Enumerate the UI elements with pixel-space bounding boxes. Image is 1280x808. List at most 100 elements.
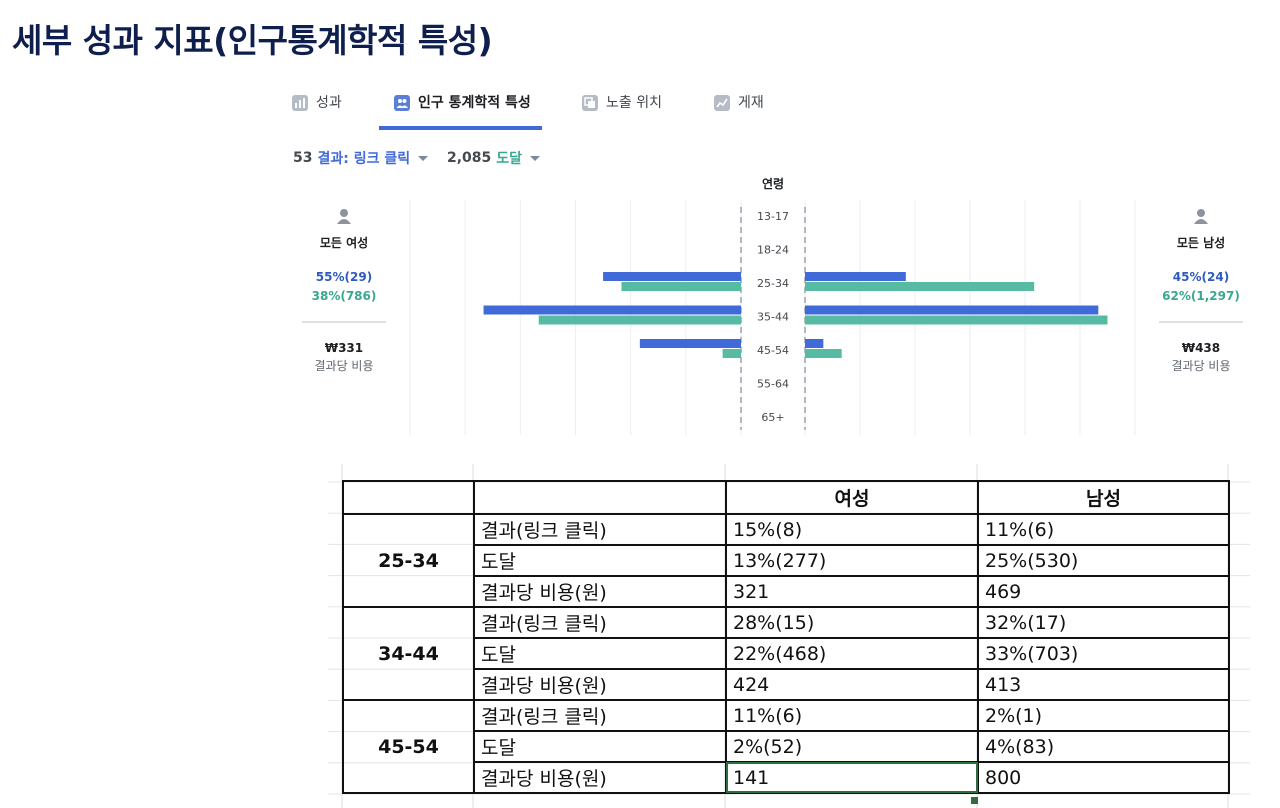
bar-left-results[interactable] bbox=[603, 272, 741, 281]
bar-right-results[interactable] bbox=[805, 272, 906, 281]
tab-placement[interactable]: 노출 위치 bbox=[582, 92, 662, 130]
male-person-icon bbox=[1194, 209, 1208, 224]
table-row: 결과당 비용(원) 141 800 bbox=[343, 761, 1230, 794]
female-value-cell[interactable]: 141 bbox=[725, 761, 979, 794]
demographics-table: 여성 남성 25-34 결과(링크 클릭) 15%(8) 11%(6) 도달 13%(27… bbox=[342, 480, 1230, 794]
female-value-cell[interactable]: 11%(6) bbox=[725, 699, 979, 732]
metric-cell[interactable]: 결과당 비용(원) bbox=[473, 761, 727, 794]
header-female[interactable]: 여성 bbox=[725, 480, 979, 515]
divider bbox=[1159, 321, 1243, 323]
female-label: 모든 여성 bbox=[319, 236, 369, 250]
bar-right-reach[interactable] bbox=[805, 282, 1035, 291]
reach-metric-dropdown[interactable]: 2,085 도달 bbox=[447, 148, 541, 168]
bar-right-reach[interactable] bbox=[805, 349, 842, 358]
results-metric-dropdown[interactable]: 53 결과: 링크 클릭 bbox=[293, 148, 429, 168]
age-tick-label: 45-54 bbox=[757, 344, 789, 357]
age-tick-label: 35-44 bbox=[757, 311, 789, 324]
female-cost-label: 결과당 비용 bbox=[314, 359, 374, 373]
metric-cell[interactable]: 결과당 비용(원) bbox=[473, 575, 727, 608]
female-summary: 모든 여성 55%(29) 38%(786) ₩331 결과당 비용 bbox=[300, 208, 388, 374]
copy-icon bbox=[582, 95, 598, 111]
female-value-cell[interactable]: 28%(15) bbox=[725, 606, 979, 639]
table-row: 결과당 비용(원) 424 413 bbox=[343, 668, 1230, 701]
age-group-cell[interactable]: 34-44 bbox=[342, 606, 475, 701]
male-value-cell[interactable]: 2%(1) bbox=[977, 699, 1230, 732]
table-row: 도달 22%(468) 33%(703) bbox=[343, 637, 1230, 670]
female-value-cell[interactable]: 13%(277) bbox=[725, 544, 979, 577]
female-cost: ₩331 bbox=[324, 341, 364, 355]
header-cell bbox=[342, 480, 475, 515]
age-tick-label: 65+ bbox=[761, 411, 784, 424]
tab-label: 인구 통계학적 특성 bbox=[418, 95, 531, 111]
metric-cell[interactable]: 도달 bbox=[473, 637, 727, 670]
female-person-icon bbox=[337, 209, 351, 224]
bar-left-results[interactable] bbox=[639, 339, 741, 348]
caret-down-icon bbox=[530, 155, 541, 161]
bar-chart-icon bbox=[292, 95, 308, 111]
male-value-cell[interactable]: 11%(6) bbox=[977, 513, 1230, 546]
metric-cell[interactable]: 도달 bbox=[473, 544, 727, 577]
female-value-cell[interactable]: 15%(8) bbox=[725, 513, 979, 546]
male-cost-label: 결과당 비용 bbox=[1171, 359, 1231, 373]
table-row: 25-34 결과(링크 클릭) 15%(8) 11%(6) bbox=[342, 513, 1230, 608]
metric-cell[interactable]: 결과(링크 클릭) bbox=[473, 513, 727, 546]
male-summary: 모든 남성 45%(24) 62%(1,297) ₩438 결과당 비용 bbox=[1157, 208, 1245, 374]
female-value-cell[interactable]: 321 bbox=[725, 575, 979, 608]
bar-left-results[interactable] bbox=[483, 305, 741, 315]
header-cell bbox=[473, 480, 727, 515]
metric-cell[interactable]: 결과당 비용(원) bbox=[473, 668, 727, 701]
age-group-cell[interactable]: 45-54 bbox=[342, 699, 475, 794]
male-label: 모든 남성 bbox=[1176, 236, 1226, 250]
bar-left-reach[interactable] bbox=[722, 349, 741, 358]
tab-label: 성과 bbox=[316, 95, 342, 111]
bar-left-reach[interactable] bbox=[538, 315, 741, 325]
page-title: 세부 성과 지표(인구통계학적 특성) bbox=[12, 21, 493, 60]
line-chart-icon bbox=[714, 95, 730, 111]
age-tick-label: 13-17 bbox=[757, 210, 789, 223]
reach-label: 도달 bbox=[496, 151, 523, 167]
results-count: 53 bbox=[293, 150, 313, 166]
male-cost: ₩438 bbox=[1181, 341, 1221, 355]
active-tab-indicator bbox=[379, 126, 542, 130]
male-value-cell[interactable]: 469 bbox=[977, 575, 1230, 608]
age-group-cell[interactable]: 25-34 bbox=[342, 513, 475, 608]
people-icon bbox=[394, 95, 410, 111]
caret-down-icon bbox=[418, 155, 429, 161]
female-reach-pct: 38%(786) bbox=[311, 289, 377, 303]
male-value-cell[interactable]: 25%(530) bbox=[977, 544, 1230, 577]
male-value-cell[interactable]: 800 bbox=[977, 761, 1230, 794]
male-value-cell[interactable]: 33%(703) bbox=[977, 637, 1230, 670]
tab-label: 노출 위치 bbox=[606, 95, 662, 111]
metric-cell[interactable]: 결과(링크 클릭) bbox=[473, 606, 727, 639]
table-row: 결과당 비용(원) 321 469 bbox=[343, 575, 1230, 608]
tab-delivery[interactable]: 게재 bbox=[714, 92, 764, 130]
female-value-cell[interactable]: 22%(468) bbox=[725, 637, 979, 670]
table-row: 도달 2%(52) 4%(83) bbox=[343, 730, 1230, 763]
tab-demographics[interactable]: 인구 통계학적 특성 bbox=[394, 92, 531, 130]
table-header-row: 여성 남성 bbox=[342, 480, 1230, 515]
female-value-cell[interactable]: 2%(52) bbox=[725, 730, 979, 763]
table-row: 34-44 결과(링크 클릭) 28%(15) 32%(17) bbox=[342, 606, 1230, 701]
bar-right-reach[interactable] bbox=[805, 315, 1108, 325]
table-row: 45-54 결과(링크 클릭) 11%(6) 2%(1) bbox=[342, 699, 1230, 794]
tab-label: 게재 bbox=[738, 95, 764, 111]
bar-left-reach[interactable] bbox=[621, 282, 741, 291]
male-value-cell[interactable]: 413 bbox=[977, 668, 1230, 701]
table-row: 도달 13%(277) 25%(530) bbox=[343, 544, 1230, 577]
results-label: 결과: 링크 클릭 bbox=[317, 151, 411, 167]
bar-right-results[interactable] bbox=[805, 339, 824, 348]
age-tick-label: 25-34 bbox=[757, 277, 789, 290]
female-value-cell[interactable]: 424 bbox=[725, 668, 979, 701]
metric-cell[interactable]: 도달 bbox=[473, 730, 727, 763]
male-value-cell[interactable]: 4%(83) bbox=[977, 730, 1230, 763]
female-results-pct: 55%(29) bbox=[315, 270, 373, 284]
metric-cell[interactable]: 결과(링크 클릭) bbox=[473, 699, 727, 732]
bar-right-results[interactable] bbox=[805, 305, 1099, 315]
fill-handle bbox=[971, 797, 978, 804]
tab-performance[interactable]: 성과 bbox=[292, 92, 342, 130]
age-tick-label: 55-64 bbox=[757, 378, 789, 391]
male-value-cell[interactable]: 32%(17) bbox=[977, 606, 1230, 639]
divider bbox=[302, 321, 386, 323]
header-male[interactable]: 남성 bbox=[977, 480, 1230, 515]
male-reach-pct: 62%(1,297) bbox=[1162, 289, 1240, 303]
